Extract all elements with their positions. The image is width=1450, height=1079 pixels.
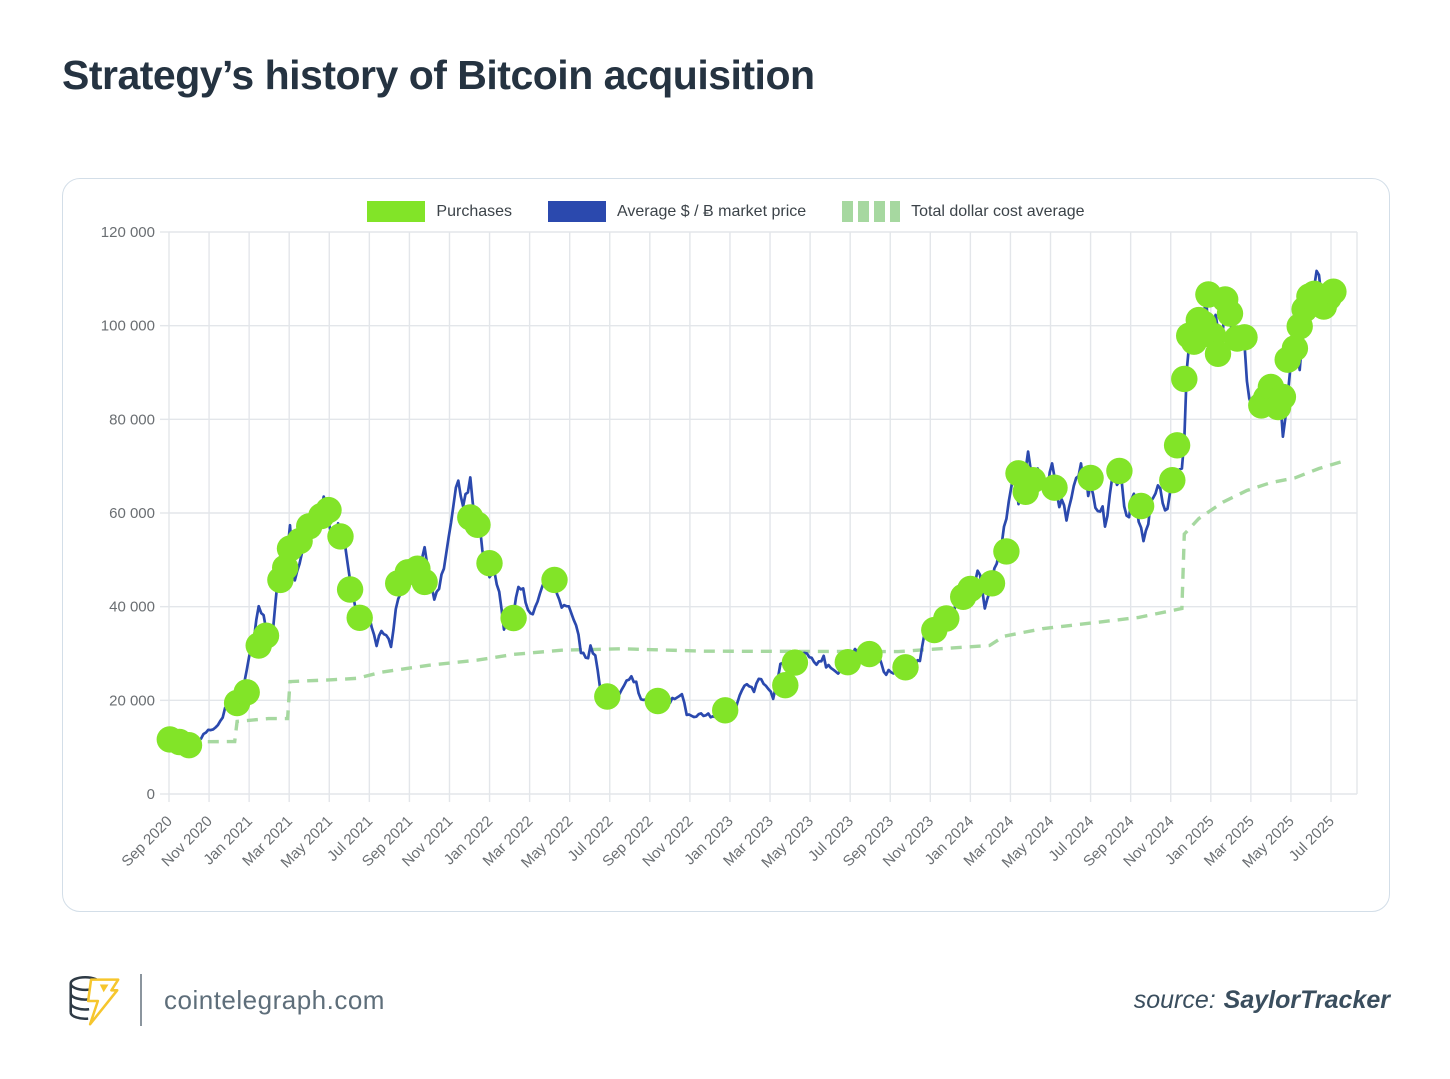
brand-domain: cointelegraph.com <box>164 984 385 1015</box>
chart-card: Purchases Average $ / Ƀ market price Tot… <box>62 178 1390 912</box>
source-credit: source: SaylorTracker <box>1134 986 1390 1015</box>
svg-text:20 000: 20 000 <box>109 692 155 709</box>
legend-item-purchases: Purchases <box>367 201 512 222</box>
svg-text:100 000: 100 000 <box>101 318 155 335</box>
legend-label-dollar-cost-average: Total dollar cost average <box>911 202 1085 220</box>
footer: cointelegraph.com source: SaylorTracker <box>62 962 1390 1038</box>
source-label: source: <box>1133 985 1216 1014</box>
legend-item-market-price: Average $ / Ƀ market price <box>548 201 806 222</box>
legend-label-market-price: Average $ / Ƀ market price <box>617 202 807 220</box>
svg-text:120 000: 120 000 <box>101 224 155 241</box>
svg-text:0: 0 <box>147 786 155 803</box>
brand: cointelegraph.com <box>62 969 385 1031</box>
svg-text:60 000: 60 000 <box>109 505 155 522</box>
source-name: SaylorTracker <box>1223 985 1390 1014</box>
dollar-cost-average-swatch-icon <box>842 201 901 222</box>
footer-divider <box>140 974 142 1026</box>
svg-text:80 000: 80 000 <box>109 411 155 428</box>
chart-legend: Purchases Average $ / Ƀ market price Tot… <box>63 201 1389 222</box>
cointelegraph-logo-icon <box>69 975 120 1026</box>
legend-label-purchases: Purchases <box>436 202 513 220</box>
market-price-swatch-icon <box>548 201 607 222</box>
svg-text:40 000: 40 000 <box>109 599 155 616</box>
legend-item-dollar-cost-average: Total dollar cost average <box>842 201 1085 222</box>
purchases-swatch-icon <box>367 201 426 222</box>
page-title: Strategy’s history of Bitcoin acquisitio… <box>62 52 815 98</box>
